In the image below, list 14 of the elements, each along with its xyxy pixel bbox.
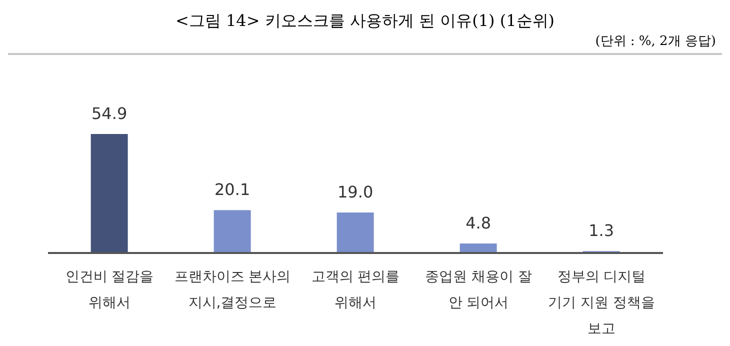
data-label: 19.0: [338, 182, 374, 202]
bar: [212, 208, 253, 254]
x-tick-label: 프랜차이즈 본사의 지시,결정으로: [174, 269, 291, 311]
data-label: 4.8: [466, 214, 492, 233]
data-label: 1.3: [588, 221, 614, 240]
x-tick-label: 정부의 디지털 기기 지원 정책을 보고: [548, 269, 655, 337]
chart-subtitle: (단위 : %, 2개 응답): [595, 33, 716, 50]
data-label: 54.9: [92, 104, 128, 123]
chart-title: <그림 14> 키오스크를 사용하게 된 이유(1) (1순위): [174, 10, 556, 32]
x-tick-label: 종업원 채용이 잘 안 되어서: [425, 269, 532, 311]
x-tick-label: 고객의 편의를 위해서: [311, 269, 400, 311]
x-tick-label: 인건비 절감을 위해서: [65, 269, 154, 311]
data-label: 20.1: [214, 180, 250, 200]
bar: [88, 132, 130, 254]
